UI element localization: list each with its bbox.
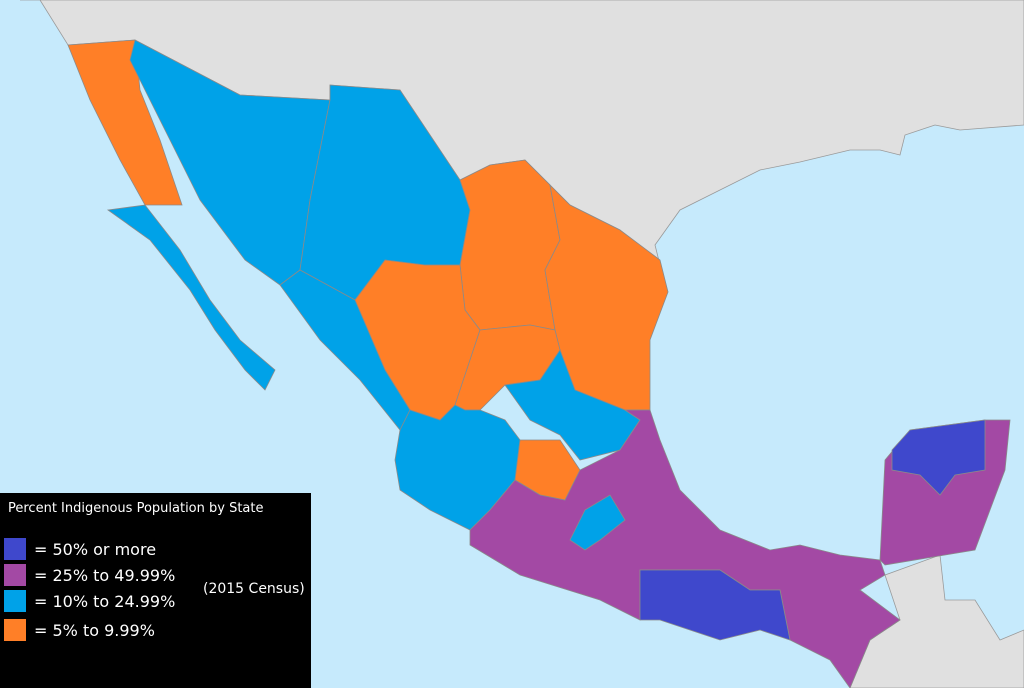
legend-label: = 25% to 49.99% bbox=[34, 565, 176, 585]
state-mexico bbox=[569, 494, 626, 551]
legend: Percent Indigenous Population by State =… bbox=[0, 493, 311, 688]
legend-item-50-or-more: = 50% or more bbox=[4, 537, 156, 561]
legend-label: = 10% to 24.99% bbox=[34, 591, 176, 611]
legend-swatch bbox=[4, 619, 26, 641]
legend-item-5-to-9: = 5% to 9.99% bbox=[4, 618, 155, 642]
legend-label: = 5% to 9.99% bbox=[34, 620, 155, 640]
legend-title: Percent Indigenous Population by State bbox=[8, 501, 264, 516]
state-oaxaca bbox=[639, 569, 791, 641]
state-yucatan bbox=[891, 419, 986, 496]
legend-label: = 50% or more bbox=[34, 539, 157, 559]
state-coahuila bbox=[459, 159, 561, 331]
census-note: (2015 Census) bbox=[203, 581, 305, 597]
legend-item-10-to-24: = 10% to 24.99% bbox=[4, 589, 175, 613]
legend-swatch bbox=[4, 564, 26, 586]
legend-item-25-to-49: = 25% to 49.99% bbox=[4, 563, 175, 587]
legend-swatch bbox=[4, 590, 26, 612]
state-baja-california-sur bbox=[106, 204, 276, 391]
legend-swatch bbox=[4, 538, 26, 560]
